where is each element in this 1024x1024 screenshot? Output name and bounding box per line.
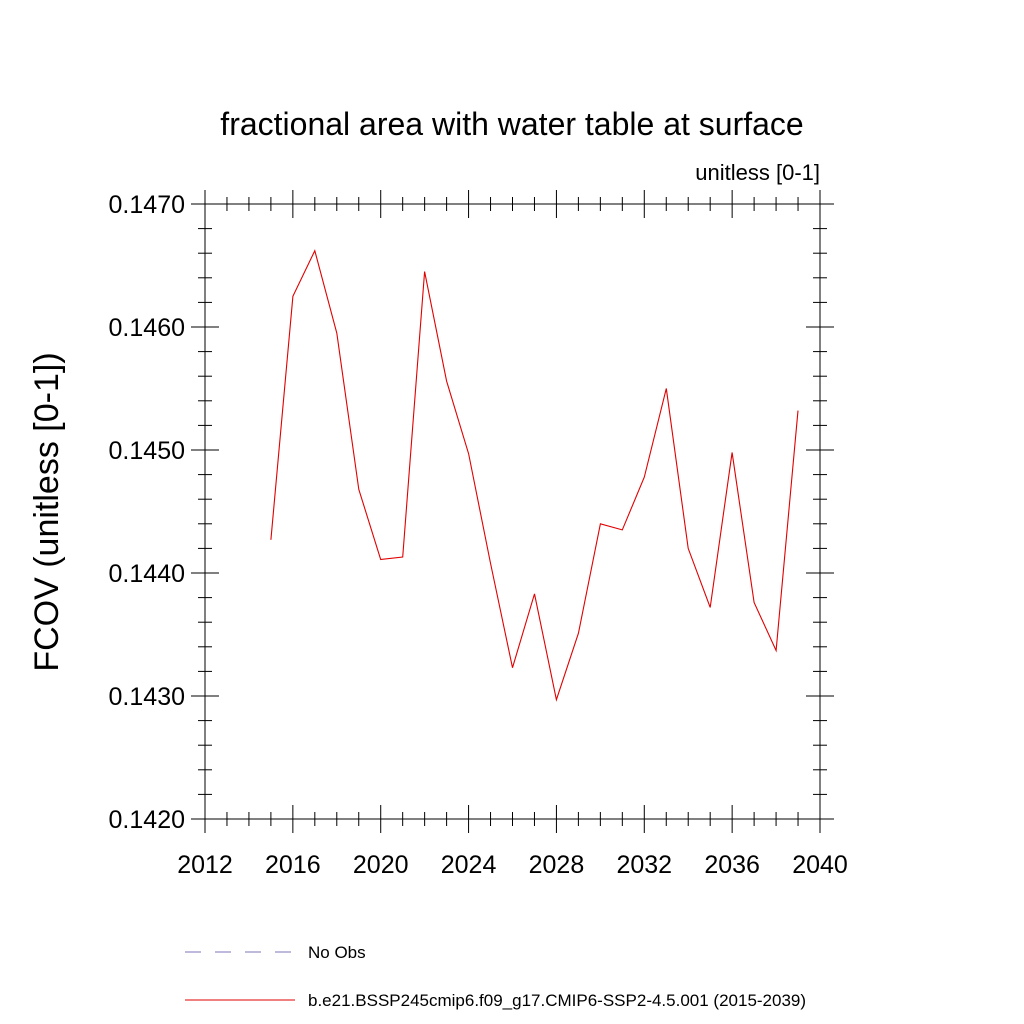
plot-frame (204, 203, 821, 820)
legend: No Obs b.e21.BSSP245cmip6.f09_g17.CMIP6-S… (185, 943, 806, 1010)
x-tick-label: 2020 (353, 851, 409, 879)
axis-ticks: 2012 2016 2020 2024 2028 2032 2036 2040 0.1420 0.… (109, 190, 848, 879)
chart-title: fractional area with water table at surf… (220, 106, 803, 142)
y-tick-label: 0.1470 (109, 191, 185, 219)
x-tick-label: 2024 (441, 851, 497, 879)
chart-subtitle: unitless [0-1] (695, 160, 820, 185)
x-tick-label: 2032 (616, 851, 672, 879)
y-axis-label: FCOV (unitless [0-1]) (28, 352, 66, 671)
y-tick-label: 0.1450 (109, 437, 185, 465)
x-tick-label: 2028 (529, 851, 585, 879)
y-tick-label: 0.1440 (109, 560, 185, 588)
x-tick-label: 2016 (265, 851, 321, 879)
series-layer (270, 249, 799, 702)
legend-label: b.e21.BSSP245cmip6.f09_g17.CMIP6-SSP2-4.… (308, 991, 806, 1010)
x-tick-label: 2036 (704, 851, 760, 879)
y-tick-label: 0.1430 (109, 683, 185, 711)
y-tick-label: 0.1420 (109, 806, 185, 834)
x-tick-label: 2040 (792, 851, 848, 879)
legend-label: No Obs (308, 943, 366, 962)
x-tick-label: 2012 (177, 851, 233, 879)
series-line (270, 249, 799, 702)
y-tick-label: 0.1460 (109, 314, 185, 342)
